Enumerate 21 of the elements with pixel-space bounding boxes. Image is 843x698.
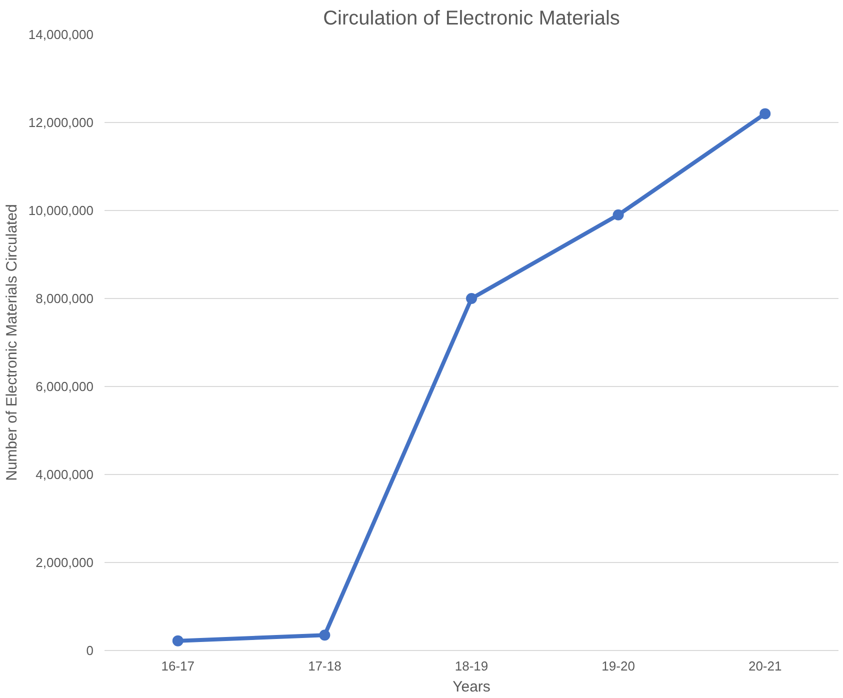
x-tick-label: 18-19 (454, 658, 488, 674)
point (172, 635, 184, 646)
y-tick-label: 8,000,000 (36, 291, 94, 306)
chart-title: Circulation of Electronic Materials (323, 8, 620, 30)
x-tick-label: 19-20 (602, 658, 635, 674)
y-tick-label: 4,000,000 (36, 467, 94, 482)
point (319, 630, 330, 641)
y-tick-label: 0 (86, 643, 94, 658)
y-tick-label: 12,000,000 (28, 115, 94, 130)
x-tick-label: 17-18 (308, 658, 342, 674)
point (760, 108, 771, 120)
x-axis-title: Years (452, 678, 490, 696)
y-tick-label: 6,000,000 (36, 379, 94, 394)
point (466, 293, 477, 304)
y-axis-title: Number of Electronic Materials Circulated (3, 204, 20, 481)
y-tick-label: 14,000,000 (28, 27, 94, 42)
x-tick-label: 16-17 (161, 658, 195, 674)
x-tick-label: 20-21 (748, 658, 782, 674)
y-tick-label: 10,000,000 (28, 203, 94, 218)
y-tick-label: 2,000,000 (36, 555, 94, 570)
point (612, 209, 624, 220)
